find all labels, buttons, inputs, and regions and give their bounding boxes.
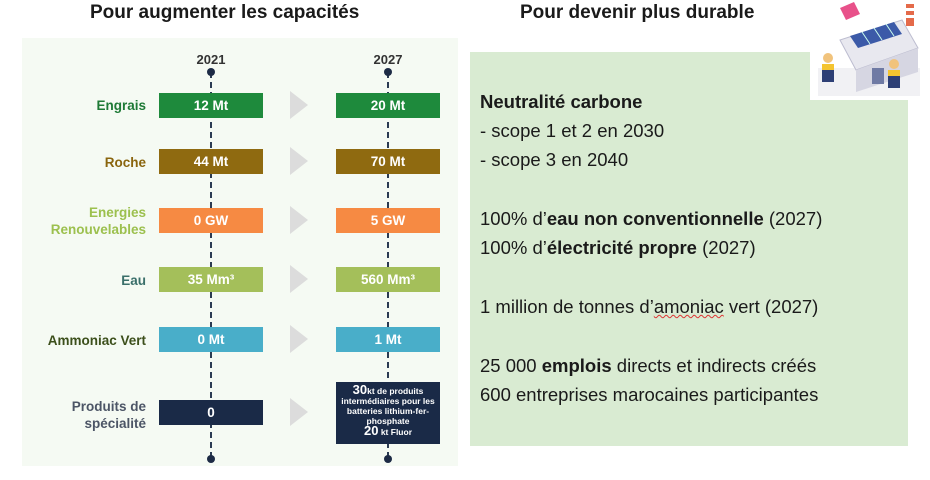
capacity-heading: Pour augmenter les capacités — [90, 2, 360, 23]
row-label-produits-specialite: Produits de spécialité — [71, 399, 146, 431]
water-bold: eau non conventionnelle — [546, 208, 764, 229]
eau-arrow-icon — [290, 265, 308, 293]
timeline-2021 — [210, 72, 212, 458]
roche-arrow-icon — [290, 147, 308, 175]
jobs-line: 25 000 emplois directs et indirects créé… — [480, 355, 816, 377]
timeline-2027 — [387, 72, 389, 458]
specialite-2027-value: 30kt de produits intermédiaires pour les… — [336, 382, 440, 444]
roche-2027-value: 70 Mt — [336, 149, 440, 174]
scope-3-line: - scope 3 en 2040 — [480, 149, 629, 170]
carbon-title-text: Neutralité carbone — [480, 91, 643, 112]
timeline-2021-top-dot — [207, 68, 215, 76]
row-label-ammoniac-vert: Ammoniac Vert — [47, 333, 146, 348]
energies-2021-value: 0 GW — [159, 208, 263, 233]
row-label-engrais: Engrais — [96, 98, 146, 113]
specialite-2021-value: 0 — [159, 400, 263, 425]
year-2021-label: 2021 — [196, 52, 226, 67]
ammoniac-2021-value: 0 Mt — [159, 327, 263, 352]
jobs-bold: emplois — [541, 355, 612, 376]
sustainability-heading: Pour devenir plus durable — [520, 2, 755, 23]
elec-bold: électricité propre — [546, 237, 697, 258]
elec-post: (2027) — [696, 237, 756, 258]
eau-2021-value: 35 Mm³ — [159, 267, 263, 292]
specialite-arrow-icon — [290, 398, 308, 426]
timeline-2021-bottom-dot — [207, 455, 215, 463]
row-label-eau: Eau — [121, 273, 146, 288]
scope-1-2-line: - scope 1 et 2 en 2030 — [480, 120, 665, 141]
water-line: 100% d’eau non conventionnelle (2027) — [480, 208, 822, 230]
lfp-description: kt de produits intermédiaires pour les b… — [341, 386, 435, 426]
eau-2027-value: 560 Mm³ — [336, 267, 440, 292]
electricity-line: 100% d’électricité propre (2027) — [480, 237, 756, 259]
timeline-2027-top-dot — [384, 68, 392, 76]
water-pre: 100% d’ — [480, 208, 547, 229]
engrais-2021-value: 12 Mt — [159, 93, 263, 118]
carbon-neutrality-title: Neutralité carbone — [480, 91, 642, 113]
row-label-roche: Roche — [104, 155, 146, 170]
water-post: (2027) — [763, 208, 823, 229]
elec-pre: 100% d’ — [480, 237, 547, 258]
roche-2021-value: 44 Mt — [159, 149, 263, 174]
ammoniac-2027-value: 1 Mt — [336, 327, 440, 352]
ammoniac-arrow-icon — [290, 325, 308, 353]
fluor-amount: 20 — [364, 423, 379, 438]
energies-2027-value: 5 GW — [336, 208, 440, 233]
fluor-description: kt Fluor — [378, 427, 412, 437]
engrais-2027-value: 20 Mt — [336, 93, 440, 118]
companies-line: 600 entreprises marocaines participantes — [480, 384, 819, 405]
jobs-post: directs et indirects créés — [611, 355, 817, 376]
ammonia-pre: 1 million de tonnes d’ — [480, 296, 654, 317]
ammonia-line: 1 million de tonnes d’amoniac vert (2027… — [480, 296, 818, 318]
ammonia-post: vert (2027) — [723, 296, 819, 317]
lfp-amount: 30 — [352, 382, 368, 397]
ammonia-word: amoniac — [653, 296, 724, 317]
sustainability-panel — [470, 52, 908, 446]
row-label-energies-renouvelables: Energies Renouvelables — [50, 205, 146, 237]
year-2027-label: 2027 — [373, 52, 403, 67]
factory-workers-illustration-icon — [810, 0, 926, 100]
timeline-2027-bottom-dot — [384, 455, 392, 463]
engrais-arrow-icon — [290, 91, 308, 119]
jobs-pre: 25 000 — [480, 355, 542, 376]
energies-arrow-icon — [290, 206, 308, 234]
